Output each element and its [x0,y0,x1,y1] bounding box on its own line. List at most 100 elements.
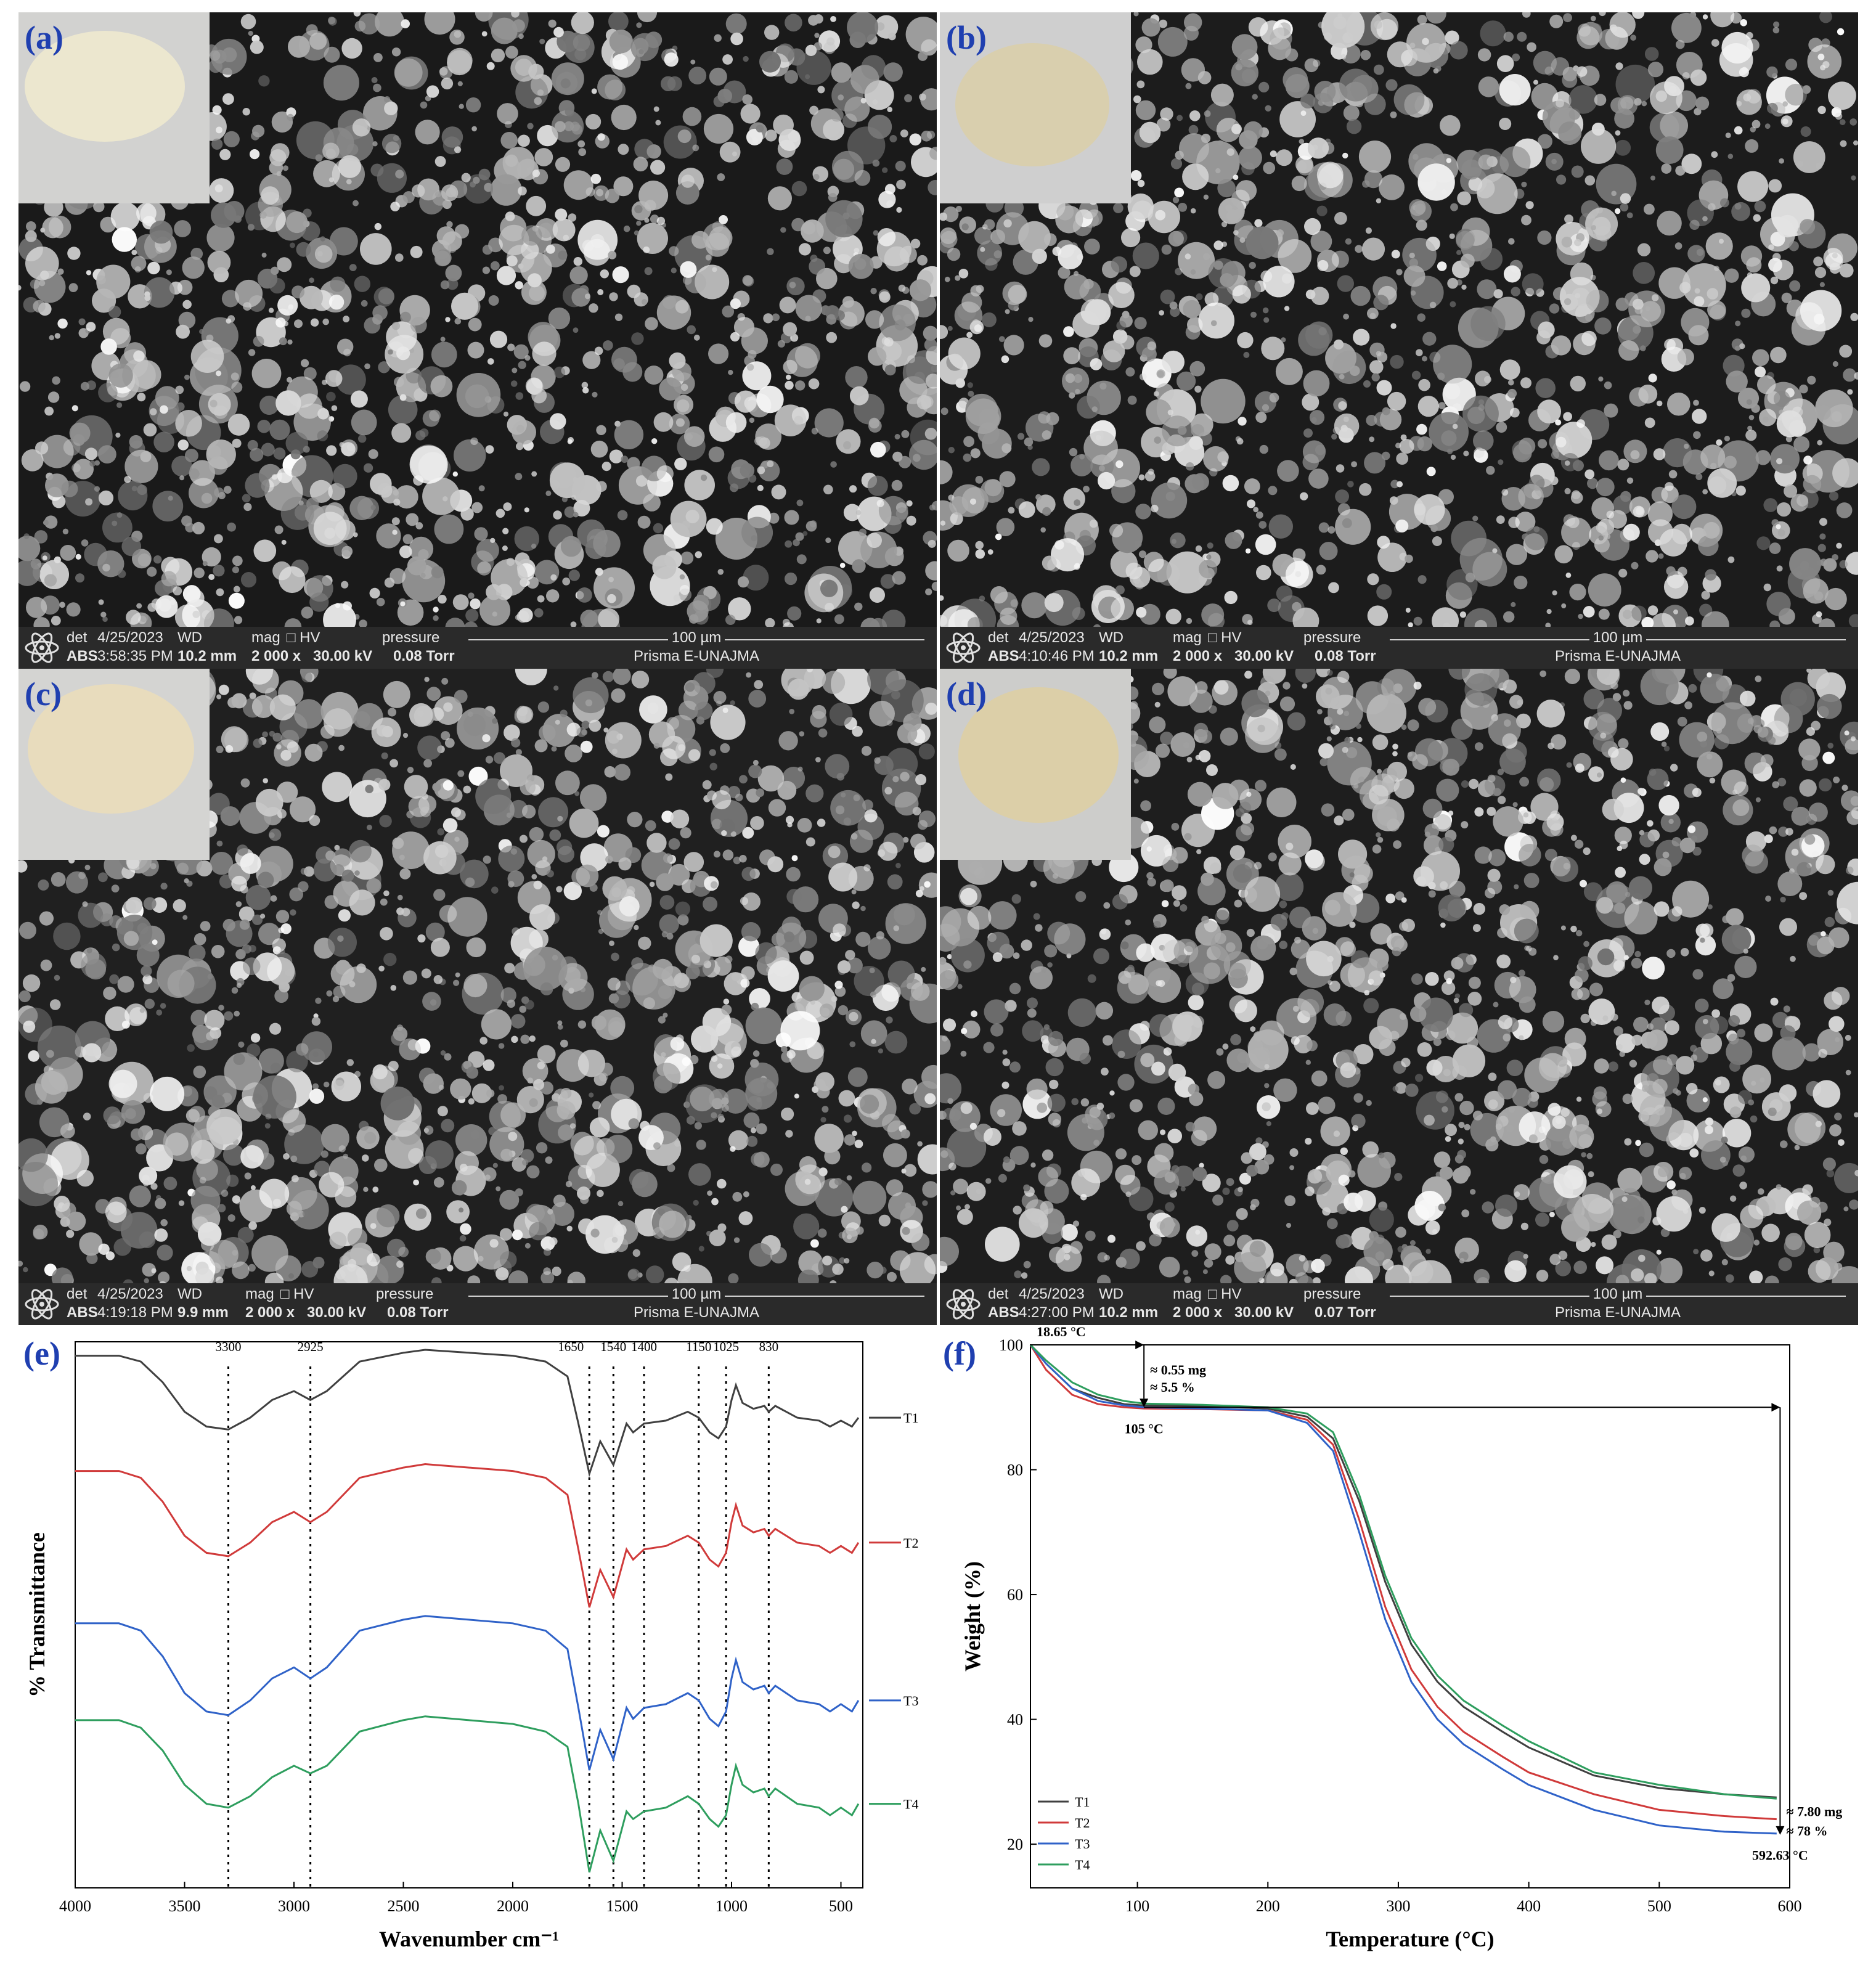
sem-info-bar: det 4/25/2023 WD mag □ HV pressure ABS 4… [18,1283,937,1325]
series-label: T3 [903,1693,918,1709]
legend-label: T3 [1075,1836,1090,1852]
y-tick-label: 80 [1007,1461,1023,1479]
panel-label: (e) [23,1335,60,1372]
scale-label: 100 µm [1390,1286,1846,1303]
annotation-text: 592.63 °C [1752,1847,1808,1863]
sem-info-bar: det 4/25/2023 WD mag □ HV pressure ABS 4… [940,1283,1858,1325]
powder-photo-inset [18,669,210,860]
sem-micrograph [18,12,937,669]
mag-value: 2 000 x [1173,648,1223,664]
annotation-text: 18.65 °C [1037,1325,1086,1339]
powder-photo-inset [940,12,1131,203]
instrument-label: Prisma E-UNAJMA [1554,648,1681,664]
sem-panel-c: (c) det 4/25/2023 WD mag □ HV pressure A… [18,669,937,1325]
wd-header: WD [1099,1286,1124,1302]
x-tick-label: 3000 [278,1897,310,1915]
scale-label: 100 µm [468,629,924,647]
series-line-t2 [1029,1344,1777,1821]
reference-label: 830 [759,1339,779,1354]
sem-panel-a: (a) det 4/25/2023 WD mag □ HV pressure A… [18,12,937,669]
reference-label: 3300 [216,1339,242,1354]
series-label: T2 [903,1535,918,1551]
atom-logo-icon [25,632,59,663]
wd-value: 10.2 mm [177,648,237,664]
x-tick-label: 3500 [169,1897,201,1915]
reference-label: 1400 [631,1339,657,1354]
wd-header: WD [177,629,202,646]
panel-label: (b) [946,19,987,56]
time-value: 4:19:18 PM [97,1304,173,1321]
arrow-head [1776,1826,1785,1835]
legend-label: T1 [1075,1794,1090,1810]
pressure-header: pressure [376,1286,434,1302]
det-value: ABS [988,1304,1019,1321]
x-tick-label: 200 [1256,1897,1280,1915]
panel-label: (d) [946,676,987,712]
hv-value: 30.00 kV [1234,1304,1294,1321]
panel-label: (a) [25,19,63,56]
det-value: ABS [988,648,1019,664]
series-line-t1 [1029,1344,1777,1799]
plot-frame [75,1341,863,1888]
x-tick-label: 2000 [497,1897,529,1915]
tga-chart: 100 200 300 400 500 600 20 40 60 80 100 Temperature… [960,1325,1842,1951]
annotation-text: ≈ 0.55 mg [1150,1362,1206,1378]
mag-header: mag [251,629,280,646]
det-value: ABS [67,1304,98,1321]
hv-header: □ HV [280,1286,314,1302]
hv-header: □ HV [1208,1286,1242,1302]
hv-value: 30.00 kV [313,648,373,664]
sem-micrograph [18,669,937,1325]
reference-label: 1025 [713,1339,739,1354]
mag-header: mag [245,1286,274,1302]
det-header: det [988,629,1009,646]
annotation-text: ≈ 5.5 % [1150,1379,1195,1395]
det-header: det [988,1286,1009,1302]
annotation-text: ≈ 78 % [1786,1823,1827,1839]
series-line-t4 [75,1715,860,1873]
y-tick-label: 100 [999,1336,1023,1354]
arrow-head [1140,1398,1149,1408]
reference-label: 1540 [600,1339,626,1354]
pressure-value: 0.08 Torr [387,1304,449,1321]
date-header: 4/25/2023 [97,1286,163,1302]
date-header: 4/25/2023 [1019,629,1085,646]
sem-info-bar: det 4/25/2023 WD mag □ HV pressure ABS 4… [940,627,1858,669]
legend-label: T4 [1075,1857,1090,1872]
time-value: 4:10:46 PM [1019,648,1095,664]
det-value: ABS [67,648,98,664]
panel-label: (f) [943,1335,976,1372]
det-header: det [67,1286,88,1302]
x-axis-label: Wavenumber cm⁻¹ [379,1927,559,1951]
x-tick-label: 500 [1647,1897,1671,1915]
y-axis-label: Weight (%) [960,1561,985,1672]
y-tick-label: 40 [1007,1711,1023,1729]
x-tick-label: 2500 [388,1897,420,1915]
arrow-head [1771,1403,1780,1412]
hv-value: 30.00 kV [307,1304,367,1321]
y-tick-label: 20 [1007,1835,1023,1853]
instrument-label: Prisma E-UNAJMA [633,1304,759,1321]
plot-frame [1030,1344,1790,1888]
x-tick-label: 1500 [606,1897,638,1915]
hv-header: □ HV [1208,629,1242,646]
instrument-label: Prisma E-UNAJMA [633,648,759,664]
series-line-t1 [75,1349,860,1477]
series-line-t3 [75,1615,860,1771]
mag-value: 2 000 x [1173,1304,1223,1321]
wd-value: 10.2 mm [1099,1304,1159,1321]
sem-panel-b: (b) det 4/25/2023 WD mag □ HV pressure A… [940,12,1858,669]
powder-photo-inset [940,669,1131,860]
ftir-chart: 3300 2925 1650 1540 1400 1150 1025 830 T1 T2 T3 T4 4… [25,1339,918,1951]
y-tick-label: 60 [1007,1586,1023,1604]
series-line-t3 [1029,1344,1777,1835]
instrument-label: Prisma E-UNAJMA [1554,1304,1681,1321]
x-tick-label: 400 [1517,1897,1541,1915]
pressure-header: pressure [1303,629,1361,646]
pressure-header: pressure [382,629,440,646]
atom-logo-icon [946,632,981,663]
mag-header: mag [1173,1286,1202,1302]
pressure-header: pressure [1303,1286,1361,1302]
sem-info-bar: det 4/25/2023 WD mag □ HV pressure ABS 3… [18,627,937,669]
atom-logo-icon [25,1289,59,1320]
